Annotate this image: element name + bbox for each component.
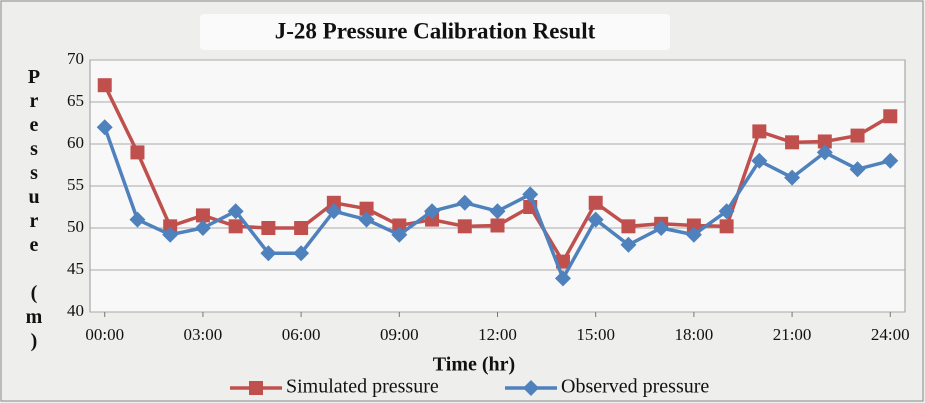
data-point (261, 221, 276, 235)
x-tick-label: 12:00 (478, 325, 517, 344)
data-point (162, 226, 179, 243)
data-point (358, 211, 375, 228)
y-tick-label: 70 (67, 49, 84, 68)
data-point (849, 161, 866, 178)
y-tick-label: 40 (67, 301, 84, 320)
y-tick-label: 60 (67, 133, 84, 152)
data-point (718, 203, 735, 220)
x-tick-label: 21:00 (773, 325, 812, 344)
data-point (391, 226, 408, 243)
data-point (456, 194, 473, 211)
data-point (260, 245, 277, 262)
data-point (554, 270, 571, 287)
data-point (685, 226, 702, 243)
legend-marker (249, 381, 263, 395)
x-tick-label: 03:00 (184, 325, 223, 344)
data-point (785, 135, 800, 150)
data-point (326, 195, 341, 210)
data-point (325, 203, 342, 220)
data-point (621, 219, 636, 234)
data-point (883, 109, 898, 124)
data-point (294, 221, 309, 235)
y-axis-label: Pressure (m) (23, 66, 45, 354)
data-point (163, 219, 178, 234)
data-point (489, 203, 506, 220)
data-point (588, 195, 603, 210)
data-point (359, 201, 374, 216)
data-point (850, 128, 865, 143)
chart-title: J-28 Pressure Calibration Result (275, 18, 596, 43)
x-tick-label: 18:00 (675, 325, 714, 344)
data-point (490, 218, 505, 233)
data-point (130, 145, 145, 160)
data-point (227, 203, 244, 220)
data-point (97, 78, 112, 93)
data-point (752, 124, 767, 139)
data-point (620, 236, 637, 253)
data-point (425, 212, 440, 227)
data-point (228, 219, 243, 234)
data-point (784, 169, 801, 186)
data-point (129, 211, 146, 228)
y-tick-label: 45 (67, 259, 84, 278)
x-tick-label: 24:00 (871, 325, 910, 344)
data-point (457, 219, 472, 234)
data-point (194, 220, 211, 236)
data-point (751, 152, 768, 169)
data-point (96, 119, 113, 136)
legend-label: Simulated pressure (286, 376, 439, 398)
data-point (587, 211, 604, 228)
data-point (424, 203, 441, 220)
x-tick-label: 15:00 (576, 325, 615, 344)
data-point (686, 218, 701, 233)
title-box (200, 14, 670, 50)
data-point (817, 134, 832, 149)
legend-marker (523, 380, 539, 396)
legend-label: Observed pressure (561, 376, 709, 398)
x-tick-label: 06:00 (282, 325, 321, 344)
y-tick-label: 50 (67, 217, 84, 236)
data-point (195, 208, 210, 223)
y-tick-label: 55 (67, 175, 84, 194)
x-axis-label: Time (hr) (433, 354, 515, 376)
data-point (293, 245, 310, 262)
y-tick-label: 65 (67, 91, 84, 110)
x-tick-label: 09:00 (380, 325, 419, 344)
data-point (816, 144, 833, 161)
data-point (719, 219, 734, 234)
x-tick-label: 00:00 (85, 325, 124, 344)
data-point (882, 152, 899, 169)
data-point (522, 186, 539, 203)
data-point (392, 218, 407, 233)
data-point (653, 220, 670, 236)
